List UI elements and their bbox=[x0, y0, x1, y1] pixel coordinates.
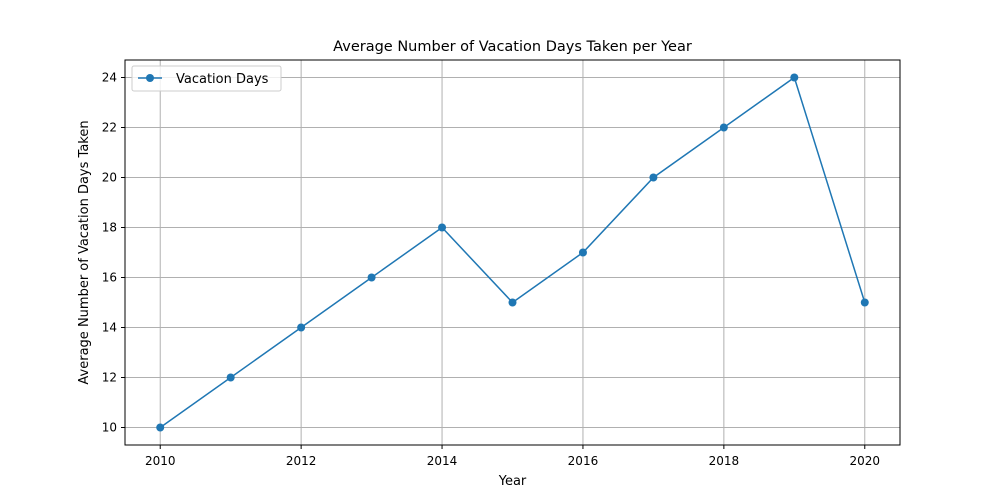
data-point bbox=[156, 423, 165, 432]
chart-title: Average Number of Vacation Days Taken pe… bbox=[333, 39, 692, 55]
data-point bbox=[578, 248, 587, 257]
grid-lines bbox=[125, 60, 900, 445]
data-point bbox=[860, 298, 869, 307]
data-point bbox=[226, 373, 235, 382]
y-tick-label: 14 bbox=[102, 321, 117, 335]
x-tick-label: 2018 bbox=[709, 454, 740, 468]
data-point bbox=[438, 223, 447, 232]
y-tick-label: 16 bbox=[102, 271, 117, 285]
plot-area bbox=[125, 60, 900, 445]
legend-marker bbox=[146, 74, 154, 82]
legend: Vacation Days bbox=[131, 65, 282, 92]
data-point bbox=[649, 173, 658, 182]
y-tick-label: 24 bbox=[102, 71, 117, 85]
y-tick-label: 10 bbox=[102, 421, 117, 435]
x-tick-label: 2016 bbox=[568, 454, 599, 468]
data-point bbox=[719, 123, 728, 132]
y-tick-label: 20 bbox=[102, 171, 117, 185]
data-point bbox=[508, 298, 517, 307]
y-tick-label: 18 bbox=[102, 221, 117, 235]
x-axis-label: Year bbox=[498, 474, 527, 489]
y-tick-label: 22 bbox=[102, 121, 117, 135]
data-point bbox=[367, 273, 376, 282]
data-point bbox=[297, 323, 306, 332]
legend-label: Vacation Days bbox=[176, 72, 269, 87]
y-axis-label: Average Number of Vacation Days Taken bbox=[77, 120, 92, 384]
y-tick-label: 12 bbox=[102, 371, 117, 385]
plot-frame bbox=[124, 59, 901, 446]
legend-box bbox=[131, 65, 282, 92]
series-layer bbox=[156, 73, 869, 432]
x-tick-label: 2020 bbox=[849, 454, 880, 468]
data-point bbox=[790, 73, 799, 82]
x-tick-label: 2014 bbox=[427, 454, 458, 468]
axis-ticks: 2010 2012 2014 2016 2018 2020 10 12 14 16 18 20 22 24 bbox=[102, 71, 880, 469]
x-tick-label: 2012 bbox=[286, 454, 317, 468]
x-tick-label: 2010 bbox=[145, 454, 176, 468]
